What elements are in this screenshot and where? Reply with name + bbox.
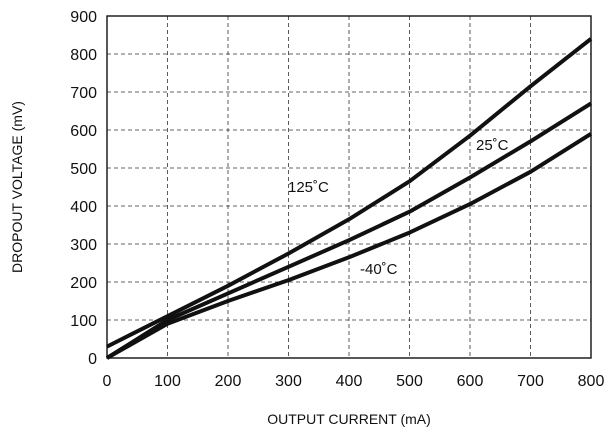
y-tick-label: 0 xyxy=(88,351,97,368)
y-tick-label: 800 xyxy=(70,47,97,64)
y-axis-ticks: 0 100 200 300 400 500 600 700 800 900 xyxy=(70,9,97,368)
x-tick-label: 400 xyxy=(336,373,363,390)
x-tick-label: 300 xyxy=(275,373,302,390)
y-tick-label: 200 xyxy=(70,275,97,292)
y-tick-label: 300 xyxy=(70,237,97,254)
plot-frame xyxy=(106,15,592,359)
y-tick-label: 100 xyxy=(70,313,97,330)
y-tick-label: 400 xyxy=(70,199,97,216)
y-axis-title: DROPOUT VOLTAGE (mV) xyxy=(9,101,25,273)
x-tick-label: 700 xyxy=(517,373,544,390)
curve-label: 125˚C xyxy=(288,179,329,196)
curve-label: 25˚C xyxy=(476,137,509,154)
x-tick-label: 100 xyxy=(154,373,181,390)
x-tick-label: 600 xyxy=(457,373,484,390)
x-tick-label: 500 xyxy=(396,373,423,390)
y-tick-label: 900 xyxy=(70,9,97,26)
series-line-0 xyxy=(106,37,593,349)
x-tick-label: 200 xyxy=(215,373,242,390)
series-line-1 xyxy=(105,101,593,360)
grid-lines xyxy=(107,16,591,358)
curve-labels: 125˚C 25˚C -40˚C xyxy=(288,137,509,278)
y-tick-label: 600 xyxy=(70,123,97,140)
y-tick-label: 700 xyxy=(70,85,97,102)
y-tick-label: 500 xyxy=(70,161,97,178)
x-tick-label: 800 xyxy=(578,373,605,390)
curve-label: -40˚C xyxy=(360,261,398,278)
series-line-2 xyxy=(106,132,593,360)
x-axis-ticks: 0 100 200 300 400 500 600 700 800 xyxy=(103,373,605,390)
series-lines xyxy=(105,37,593,360)
x-tick-label: 0 xyxy=(103,373,112,390)
x-axis-title: OUTPUT CURRENT (mA) xyxy=(267,411,431,427)
